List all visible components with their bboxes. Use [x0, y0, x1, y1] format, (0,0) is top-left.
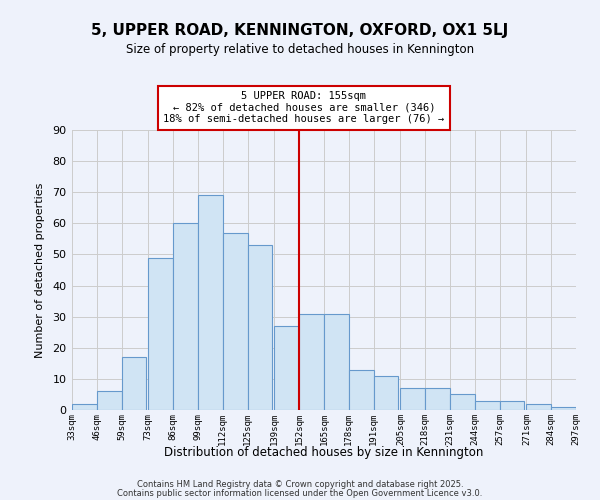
Bar	[324, 314, 349, 410]
Bar	[526, 404, 551, 410]
Text: 5, UPPER ROAD, KENNINGTON, OXFORD, OX1 5LJ: 5, UPPER ROAD, KENNINGTON, OXFORD, OX1 5…	[91, 22, 509, 38]
Text: Contains HM Land Registry data © Crown copyright and database right 2025.: Contains HM Land Registry data © Crown c…	[137, 480, 463, 489]
Bar	[122, 357, 146, 410]
Bar	[148, 258, 173, 410]
Bar	[374, 376, 398, 410]
Text: 5 UPPER ROAD: 155sqm
← 82% of detached houses are smaller (346)
18% of semi-deta: 5 UPPER ROAD: 155sqm ← 82% of detached h…	[163, 91, 445, 124]
Bar	[248, 245, 272, 410]
Text: Size of property relative to detached houses in Kennington: Size of property relative to detached ho…	[126, 42, 474, 56]
Bar	[450, 394, 475, 410]
Bar	[500, 400, 524, 410]
Y-axis label: Number of detached properties: Number of detached properties	[35, 182, 46, 358]
Bar	[223, 232, 248, 410]
Bar	[400, 388, 425, 410]
Bar	[551, 407, 576, 410]
Bar	[475, 400, 500, 410]
Bar	[198, 196, 223, 410]
Bar	[349, 370, 374, 410]
Bar	[274, 326, 299, 410]
Bar	[299, 314, 324, 410]
Text: Contains public sector information licensed under the Open Government Licence v3: Contains public sector information licen…	[118, 488, 482, 498]
Bar	[173, 224, 198, 410]
Text: Distribution of detached houses by size in Kennington: Distribution of detached houses by size …	[164, 446, 484, 459]
Bar	[72, 404, 97, 410]
Bar	[97, 392, 122, 410]
Bar	[425, 388, 450, 410]
